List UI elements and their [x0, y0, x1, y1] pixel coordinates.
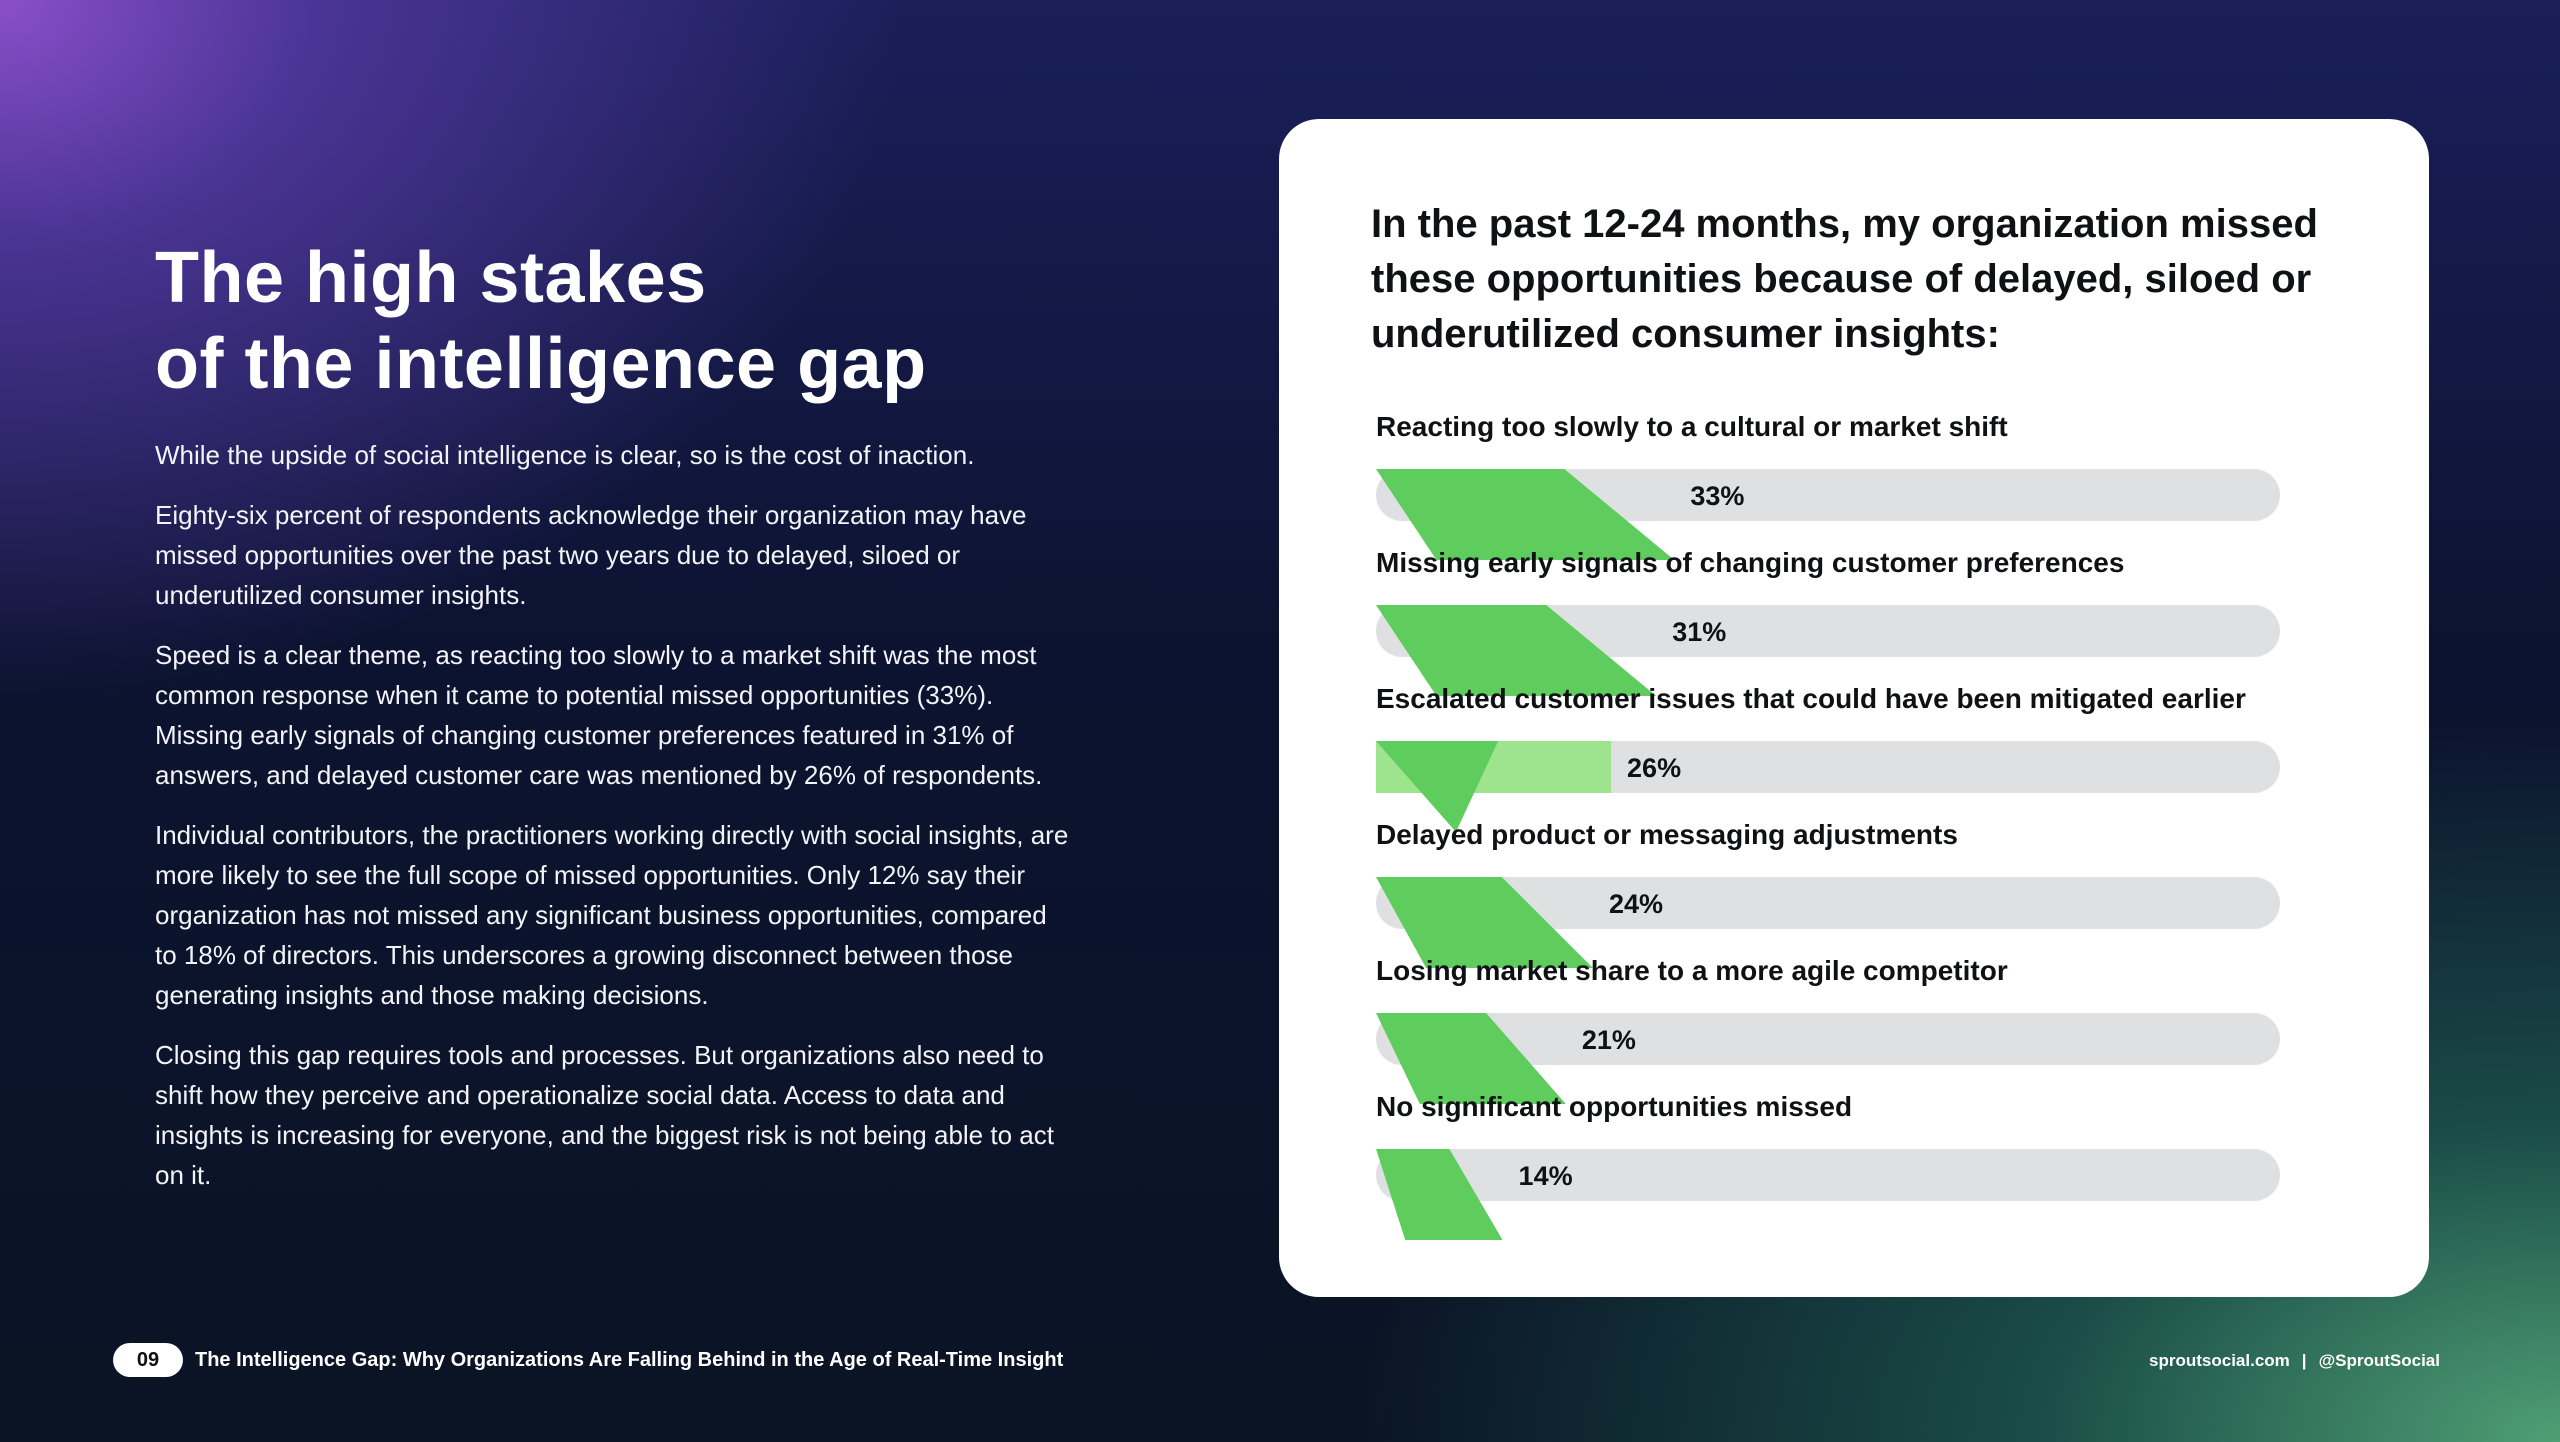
- footer-doc-title: The Intelligence Gap: Why Organizations …: [195, 1349, 1064, 1371]
- bar-track: [1376, 877, 2280, 929]
- category-label: No significant opportunities missed: [1376, 1091, 1852, 1122]
- website-link[interactable]: sproutsocial.com: [2149, 1351, 2290, 1370]
- category-label: Missing early signals of changing custom…: [1376, 547, 2124, 578]
- social-handle-link[interactable]: @SproutSocial: [2318, 1351, 2440, 1370]
- page-title: The high stakes of the intelligence gap: [155, 235, 927, 407]
- page-number-badge: 09: [113, 1343, 183, 1377]
- value-label: 31%: [1672, 617, 1726, 647]
- category-label: Losing market share to a more agile comp…: [1376, 955, 2008, 986]
- category-label: Delayed product or messaging adjustments: [1376, 819, 1958, 850]
- paragraph: Eighty-six percent of respondents acknow…: [155, 500, 1027, 610]
- value-label: 24%: [1609, 889, 1663, 919]
- bar: [1376, 877, 1593, 968]
- category-label: Escalated customer issues that could hav…: [1376, 683, 2246, 714]
- chart-title: In the past 12-24 months, my organizatio…: [1371, 202, 2318, 356]
- bar: [1376, 469, 1675, 560]
- bar: [1376, 741, 1499, 832]
- body-text: While the upside of social intelligence …: [155, 435, 1075, 1215]
- paragraph: Speed is a clear theme, as reacting too …: [155, 640, 1043, 790]
- paragraph: Closing this gap requires tools and proc…: [155, 1040, 1054, 1190]
- value-label: 26%: [1627, 753, 1681, 783]
- bar: [1376, 605, 1657, 696]
- paragraph: While the upside of social intelligence …: [155, 440, 975, 470]
- bar-track: [1376, 1013, 2280, 1065]
- bar: [1376, 1149, 1503, 1240]
- paragraph: Individual contributors, the practitione…: [155, 820, 1069, 1010]
- category-label: Reacting too slowly to a cultural or mar…: [1376, 411, 2008, 442]
- value-label: 21%: [1582, 1025, 1636, 1055]
- value-label: 33%: [1690, 481, 1744, 511]
- page-title-line-2: of the intelligence gap: [155, 324, 927, 404]
- bar-track: [1376, 1149, 2280, 1201]
- chart-card: In the past 12-24 months, my organizatio…: [1279, 119, 2429, 1297]
- footer-separator: |: [2301, 1351, 2307, 1370]
- page-title-line-1: The high stakes: [155, 238, 707, 318]
- value-label: 14%: [1519, 1161, 1573, 1191]
- bar: [1376, 1013, 1566, 1104]
- bar-chart: Reacting too slowly to a cultural or mar…: [1376, 411, 2280, 1240]
- footer-links: sproutsocial.com | @SproutSocial: [2149, 1347, 2440, 1375]
- bar-track: [1376, 605, 2280, 657]
